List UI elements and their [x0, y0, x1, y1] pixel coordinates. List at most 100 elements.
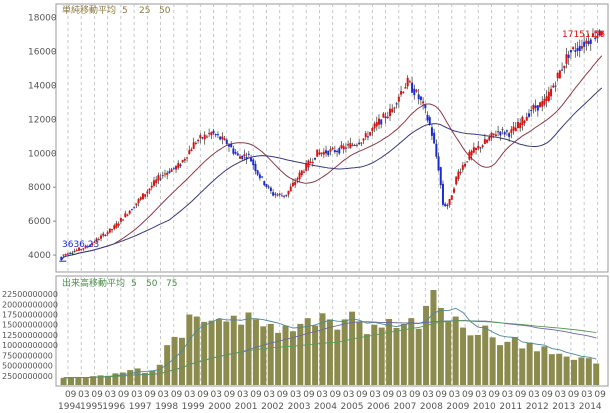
candle: [373, 121, 376, 133]
x-axis: 09 03 09 03 09 03 09 03 09 03 09 03 09 03 09 03 09 03 09 03…: [58, 390, 606, 412]
candle: [115, 220, 118, 229]
candle: [457, 169, 460, 182]
candle: [510, 126, 513, 139]
candle-body: [216, 134, 219, 136]
candle-body: [461, 165, 464, 170]
volume-bar: [334, 329, 341, 385]
candle-body: [296, 178, 299, 180]
volume-bar: [215, 319, 222, 385]
candle-body: [197, 140, 200, 142]
volume-y-tick-label: 2500000000: [2, 372, 53, 381]
candle-body: [561, 69, 564, 71]
candle-body: [369, 132, 372, 136]
candle: [439, 166, 442, 189]
candle: [541, 96, 544, 112]
candle-body: [380, 119, 383, 125]
candle-body: [265, 184, 268, 187]
candle: [203, 131, 206, 145]
candle: [486, 138, 489, 144]
candle: [285, 194, 288, 198]
candle-body: [186, 157, 189, 159]
candle-body: [508, 133, 511, 137]
candle-body: [75, 249, 78, 251]
candle: [139, 196, 142, 202]
candle-body: [113, 225, 116, 229]
candle-body: [252, 159, 255, 166]
candle: [135, 203, 138, 209]
candle-body: [66, 253, 69, 255]
candle: [325, 145, 328, 157]
candle-body: [254, 163, 257, 172]
candle-body: [494, 134, 497, 137]
candle-body: [569, 49, 572, 53]
candle-body: [521, 116, 524, 126]
candle-body: [554, 85, 557, 87]
candle: [470, 149, 473, 161]
candle-body: [194, 142, 197, 144]
candle: [155, 176, 158, 188]
volume-bar: [82, 377, 89, 385]
candle: [181, 159, 184, 164]
candle-body: [355, 144, 358, 146]
candle: [221, 132, 224, 145]
volume-y-tick-label: 15000000000: [2, 321, 58, 330]
candle-body: [314, 157, 317, 160]
volume-moving-averages: [63, 307, 597, 379]
candle: [278, 192, 281, 197]
candle-body: [536, 105, 539, 111]
x-period-label: 03: [290, 390, 301, 400]
volume-bar: [304, 318, 311, 385]
candle: [336, 149, 339, 157]
volume-legend-period-50: 50: [146, 279, 158, 289]
candle-body: [139, 197, 142, 200]
candle-body: [157, 175, 160, 181]
candle: [188, 145, 191, 155]
candle-body: [437, 156, 440, 171]
candle: [212, 128, 215, 136]
candle-body: [362, 138, 365, 141]
candle-body: [464, 163, 467, 167]
candle: [360, 142, 363, 147]
volume-legend-period-75: 75: [166, 279, 177, 289]
volume-bar: [541, 346, 548, 385]
candle: [177, 160, 180, 170]
candle-body: [532, 104, 535, 110]
candle-body: [430, 127, 433, 136]
candle-body: [580, 46, 583, 49]
candle-body: [320, 152, 323, 154]
candle: [406, 75, 409, 90]
candle: [243, 149, 246, 161]
candle-body: [102, 233, 105, 236]
candle: [232, 145, 235, 156]
candle: [550, 85, 553, 101]
volume-bar: [267, 323, 274, 385]
candle-body: [93, 241, 96, 243]
candle-body: [589, 39, 592, 44]
candle: [252, 158, 255, 170]
candle: [539, 101, 542, 108]
volume-bar: [445, 320, 452, 385]
candle-body: [475, 147, 478, 150]
volume-y-tick-label: 22500000000: [2, 290, 58, 299]
x-period-label: 03: [316, 390, 327, 400]
candle: [393, 106, 396, 113]
candle: [172, 167, 175, 170]
candle-body: [274, 193, 277, 195]
candle: [585, 37, 588, 51]
volume-bar: [193, 316, 200, 385]
volume-bar: [90, 376, 97, 385]
candle-body: [166, 172, 169, 175]
candle: [230, 141, 233, 148]
candle-body: [111, 229, 114, 231]
x-period-label: 03: [581, 390, 592, 400]
candle: [84, 244, 87, 249]
candle: [598, 29, 601, 37]
candle-body: [141, 193, 144, 200]
candle: [488, 134, 491, 142]
volume-bar: [67, 377, 74, 385]
candle: [267, 184, 270, 190]
candle-body: [433, 132, 436, 144]
candle: [302, 169, 305, 173]
candle: [314, 157, 317, 161]
candle: [93, 240, 96, 244]
